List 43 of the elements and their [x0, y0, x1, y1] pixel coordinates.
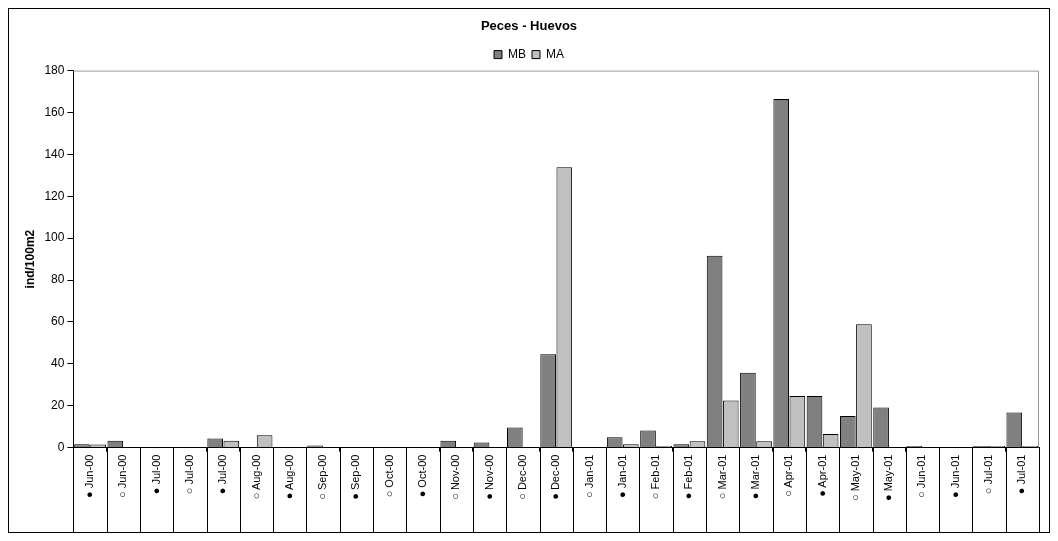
x-tick-label: ● Jul-00	[149, 454, 162, 495]
y-tick-label: 160	[44, 104, 65, 119]
x-tick-label: ○ Aug-00	[249, 454, 262, 500]
x-tick-label: ○ Jul-00	[182, 454, 195, 495]
legend-label: MB	[508, 46, 526, 61]
x-tick-label: ○ Sep-00	[316, 454, 329, 500]
x-tick-label: ● May-01	[882, 454, 895, 502]
x-tick-label: ● Jul-00	[216, 454, 229, 495]
x-tick-label: ● Jun-01	[948, 454, 961, 498]
y-tick-label: 100	[44, 230, 65, 245]
x-tick-label: ○ Feb-01	[649, 454, 662, 500]
x-tick-label: ● Jan-01	[615, 454, 628, 498]
x-tick-label: ○ Jan-01	[582, 454, 595, 498]
y-tick-label: 140	[44, 146, 65, 161]
y-axis-title: ind/100m2	[22, 229, 37, 289]
y-tick-label: 0	[57, 439, 65, 454]
x-tick-label: ○ Dec-00	[515, 454, 528, 500]
x-tick-label: ○ Nov-00	[449, 454, 462, 500]
x-tick-label: ○ Jun-01	[915, 454, 928, 498]
x-tick-label: ● Oct-00	[416, 454, 429, 498]
y-tick-label: 20	[51, 398, 65, 413]
legend-label: MA	[546, 46, 564, 61]
x-tick-label: ● Apr-01	[815, 454, 828, 497]
y-tick-label: 80	[51, 272, 65, 287]
chart-title: Peces - Huevos	[480, 18, 578, 34]
x-tick-label: ● Dec-00	[549, 454, 562, 500]
y-tick-label: 40	[51, 356, 65, 371]
x-tick-label: ● Aug-00	[282, 454, 295, 500]
x-tick-label: ○ Mar-01	[715, 454, 728, 500]
x-tick-label: ○ May-01	[848, 454, 861, 502]
x-tick-label: ● Feb-01	[682, 454, 695, 500]
x-tick-label: ● Sep-00	[349, 454, 362, 500]
y-tick-label: 60	[51, 314, 65, 329]
x-tick-label: ● Nov-00	[482, 454, 495, 500]
x-tick-label: ○ Oct-00	[382, 454, 395, 498]
x-tick-label: ● Jun-00	[83, 454, 96, 498]
y-tick-label: 120	[44, 188, 65, 203]
x-tick-label: ● Jul-01	[1015, 454, 1028, 495]
x-tick-label: ○ Jun-00	[116, 454, 129, 498]
x-tick-label: ● Mar-01	[749, 454, 762, 500]
x-tick-label: ○ Apr-01	[782, 454, 795, 497]
y-tick-label: 180	[44, 62, 65, 77]
x-tick-label: ○ Jul-01	[982, 454, 995, 495]
